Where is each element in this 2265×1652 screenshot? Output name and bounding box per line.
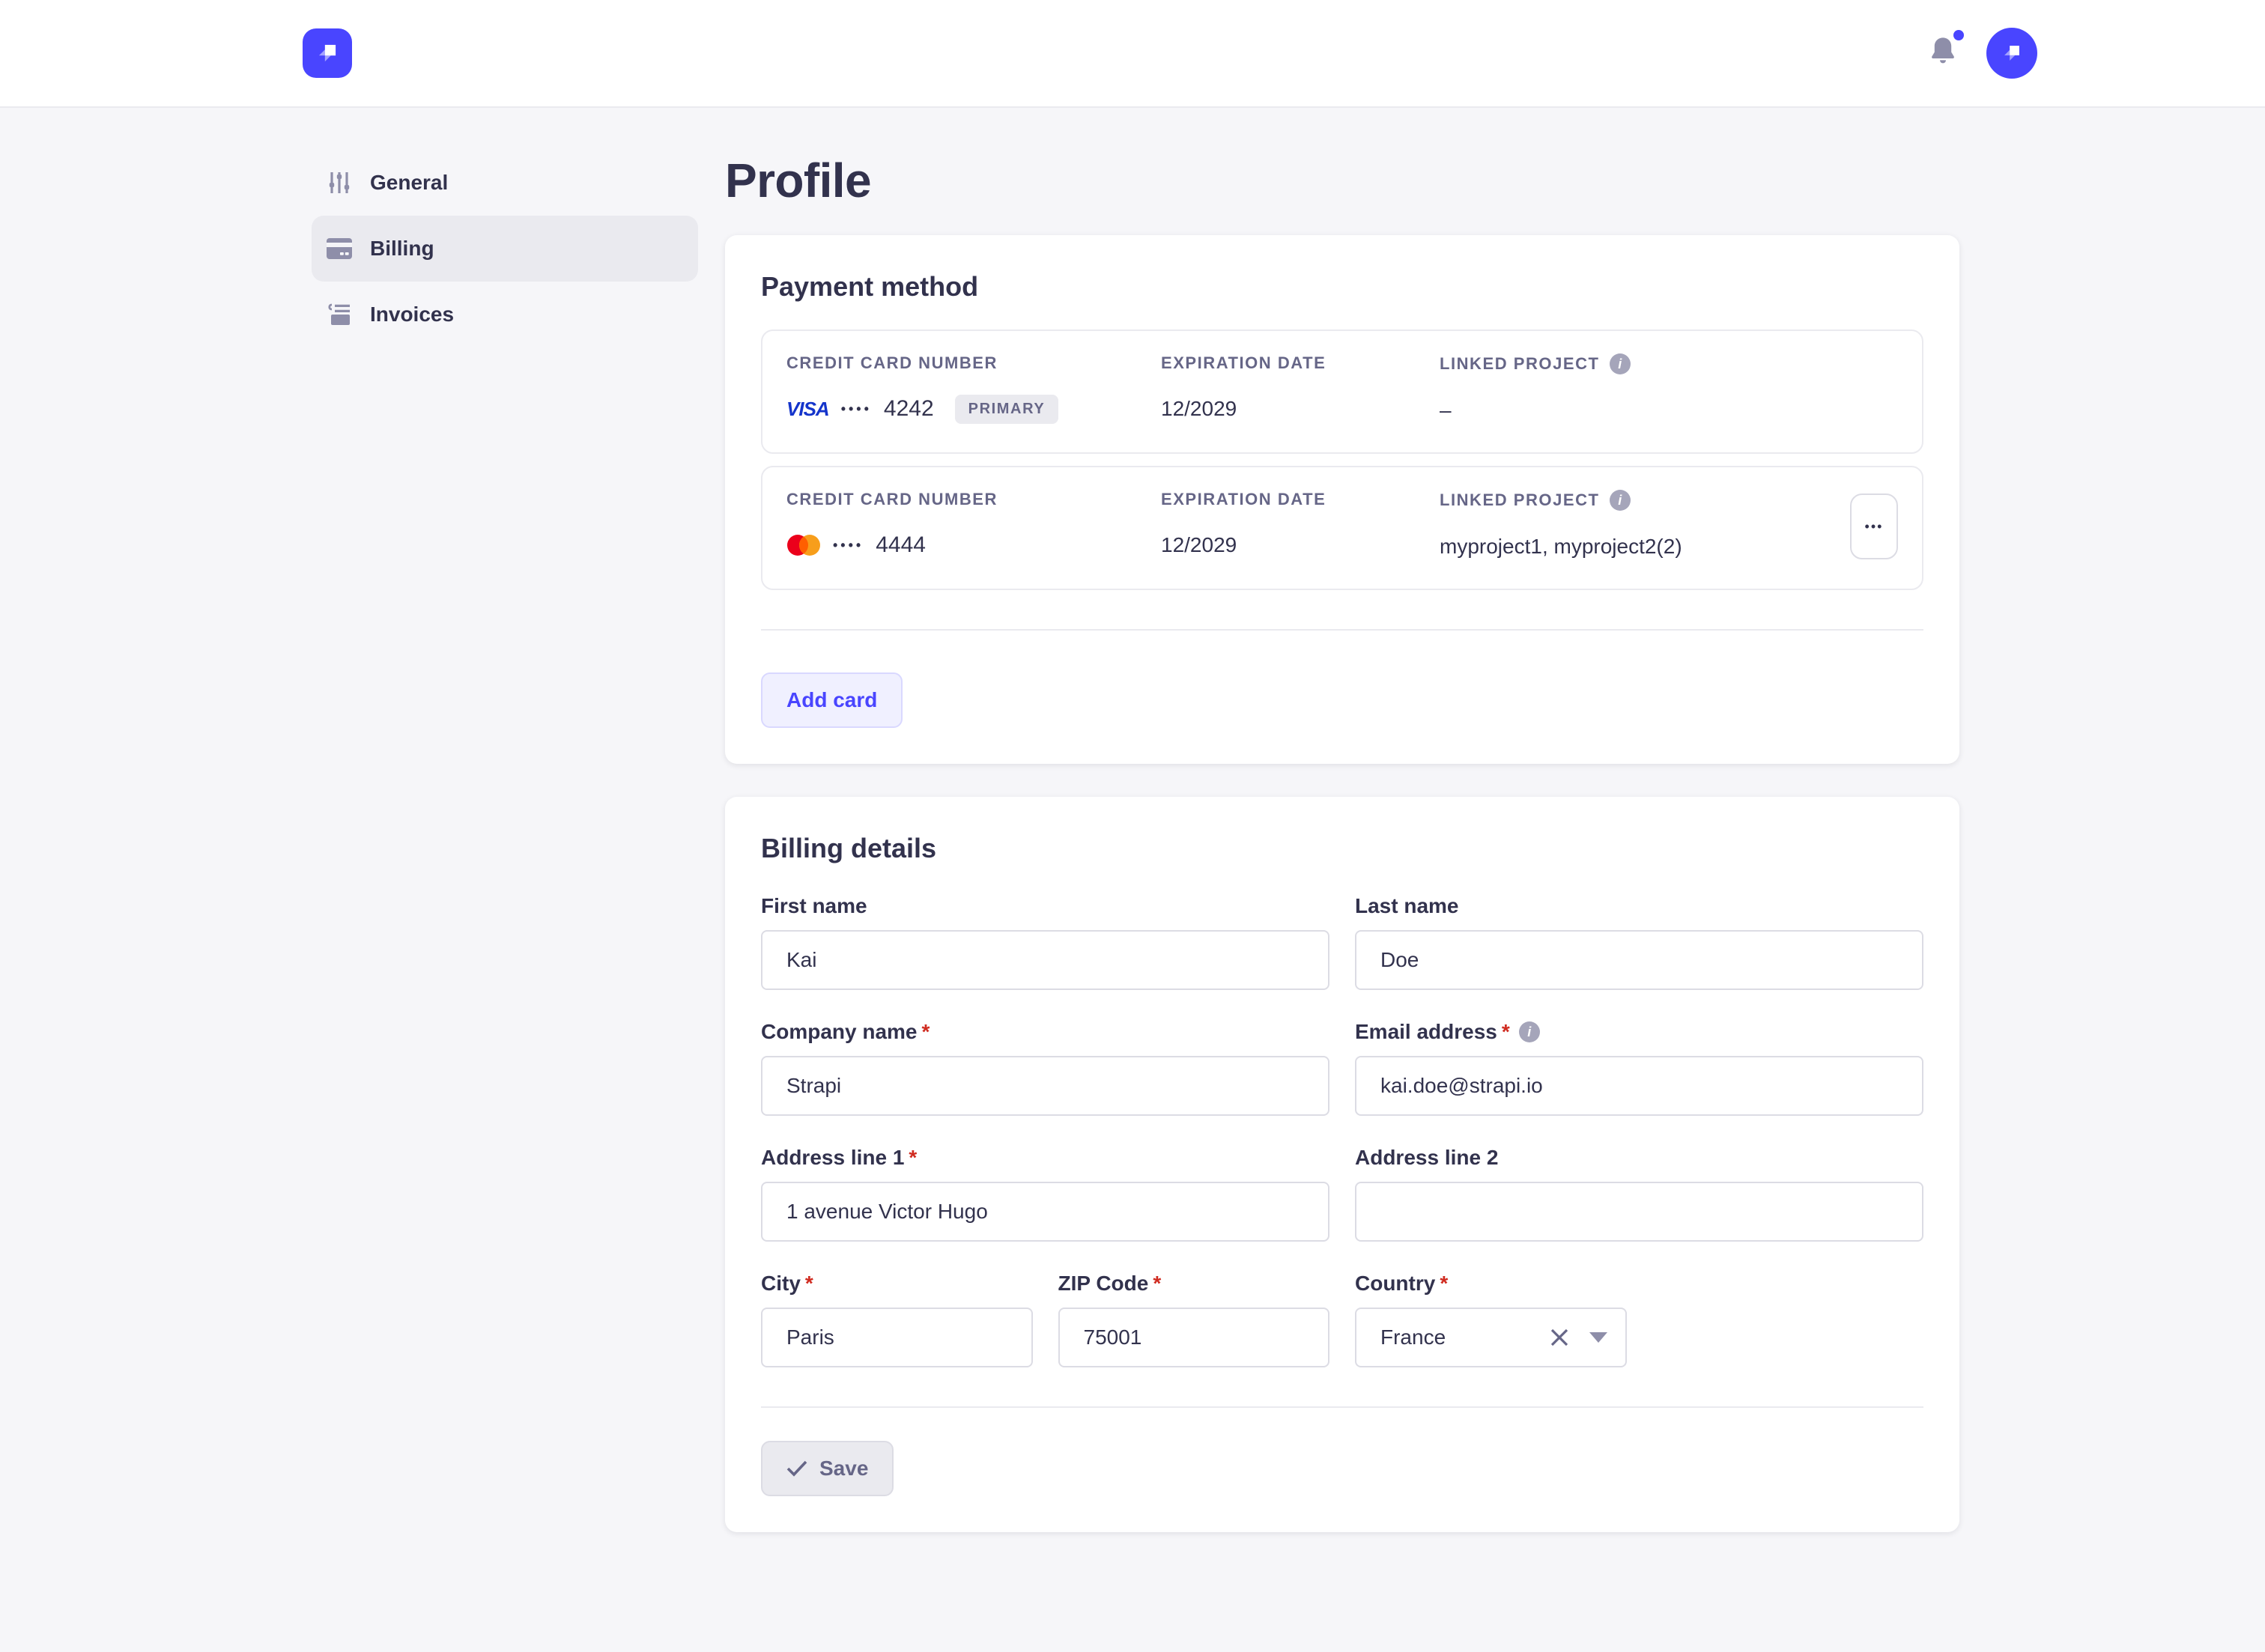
payment-method-panel: Payment method CREDIT CARD NUMBER VISA •… (725, 235, 1959, 764)
invoice-icon (327, 303, 352, 326)
sidebar-item-billing[interactable]: Billing (312, 216, 698, 282)
app-header (0, 0, 2265, 108)
required-asterisk: * (921, 1020, 930, 1043)
country-value: France (1380, 1325, 1446, 1349)
strapi-logo[interactable] (303, 28, 352, 78)
clear-icon[interactable] (1547, 1325, 1571, 1349)
expiration-date-label: EXPIRATION DATE (1161, 490, 1326, 508)
sidebar-item-label: General (370, 171, 449, 194)
main-content: Profile Payment method CREDIT CARD NUMBE… (725, 150, 1959, 1565)
sidebar-item-general[interactable]: General (312, 150, 698, 216)
notification-dot (1953, 29, 1964, 40)
visa-logo: VISA (786, 397, 830, 420)
zip-code-field[interactable] (1058, 1308, 1329, 1367)
expiration-value: 12/2029 (1161, 397, 1237, 420)
last-name-field[interactable] (1355, 930, 1923, 990)
payment-method-heading: Payment method (761, 271, 979, 302)
billing-form: First name Last name Company name* Email… (761, 894, 1923, 1367)
info-icon[interactable]: i (1518, 1021, 1540, 1042)
page-title: Profile (725, 154, 872, 207)
city-label: City * (761, 1272, 813, 1295)
divider (761, 1406, 1923, 1408)
notifications-bell-icon[interactable] (1926, 29, 1964, 74)
linked-project-label: LINKED PROJECT (1440, 354, 1600, 373)
settings-sidebar: General Billing (312, 150, 698, 347)
card-last4: 4242 (883, 396, 934, 421)
country-label: Country * (1355, 1272, 1449, 1295)
company-name-label: Company name * (761, 1020, 930, 1043)
expiration-date-label: EXPIRATION DATE (1161, 353, 1326, 372)
strapi-avatar-icon (2004, 46, 2019, 61)
sliders-icon (327, 171, 352, 195)
sidebar-item-label: Invoices (370, 303, 455, 326)
city-field[interactable] (761, 1308, 1033, 1367)
address-line1-label: Address line 1 * (761, 1146, 918, 1169)
last-name-label: Last name (1355, 894, 1459, 917)
address-line2-label: Address line 2 (1355, 1146, 1499, 1169)
mastercard-logo (787, 535, 820, 556)
info-icon[interactable]: i (1610, 353, 1631, 374)
card-actions-menu-button[interactable]: ••• (1850, 494, 1898, 559)
bell-icon (1932, 37, 1954, 63)
address-line1-field[interactable] (761, 1182, 1329, 1242)
email-address-label: Email address * i (1355, 1020, 1923, 1044)
company-name-field[interactable] (761, 1056, 1329, 1116)
linked-project-value: myproject1, myproject2(2) (1440, 535, 1682, 558)
first-name-label: First name (761, 894, 867, 917)
email-address-field[interactable] (1355, 1056, 1923, 1116)
sidebar-item-label: Billing (370, 237, 434, 260)
save-button[interactable]: Save (761, 1441, 894, 1496)
add-card-button[interactable]: Add card (761, 672, 903, 728)
required-asterisk: * (1440, 1272, 1449, 1295)
chevron-down-icon (1589, 1332, 1607, 1343)
country-select[interactable]: France (1355, 1308, 1627, 1367)
first-name-field[interactable] (761, 930, 1329, 990)
info-icon[interactable]: i (1610, 490, 1631, 511)
required-asterisk: * (804, 1272, 813, 1295)
zip-code-label: ZIP Code * (1058, 1272, 1162, 1295)
primary-badge: PRIMARY (954, 394, 1059, 424)
billing-details-panel: Billing details First name Last name Com… (725, 797, 1959, 1532)
required-asterisk: * (1501, 1020, 1510, 1043)
required-asterisk: * (909, 1146, 918, 1169)
header-actions (1926, 28, 2037, 79)
credit-card-number-label: CREDIT CARD NUMBER (786, 353, 998, 372)
billing-details-heading: Billing details (761, 833, 937, 863)
required-asterisk: * (1153, 1272, 1162, 1295)
strapi-mark-icon (318, 44, 336, 62)
credit-card-number-label: CREDIT CARD NUMBER (786, 490, 998, 508)
credit-card-icon (327, 238, 352, 259)
linked-project-label: LINKED PROJECT (1440, 491, 1600, 509)
masked-digits: •••• (840, 401, 872, 416)
divider (761, 629, 1923, 631)
check-icon (786, 1460, 807, 1477)
user-avatar[interactable] (1986, 28, 2037, 79)
expiration-value: 12/2029 (1161, 533, 1237, 556)
linked-project-value: – (1440, 398, 1452, 422)
masked-digits: •••• (833, 537, 864, 553)
card-last4: 4444 (876, 532, 926, 557)
address-line2-field[interactable] (1355, 1182, 1923, 1242)
payment-card-row-visa: CREDIT CARD NUMBER VISA •••• 4242 PRIMAR… (761, 330, 1923, 454)
sidebar-item-invoices[interactable]: Invoices (312, 282, 698, 347)
payment-card-row-mastercard: CREDIT CARD NUMBER •••• 4444 EXPIRATION … (761, 466, 1923, 590)
